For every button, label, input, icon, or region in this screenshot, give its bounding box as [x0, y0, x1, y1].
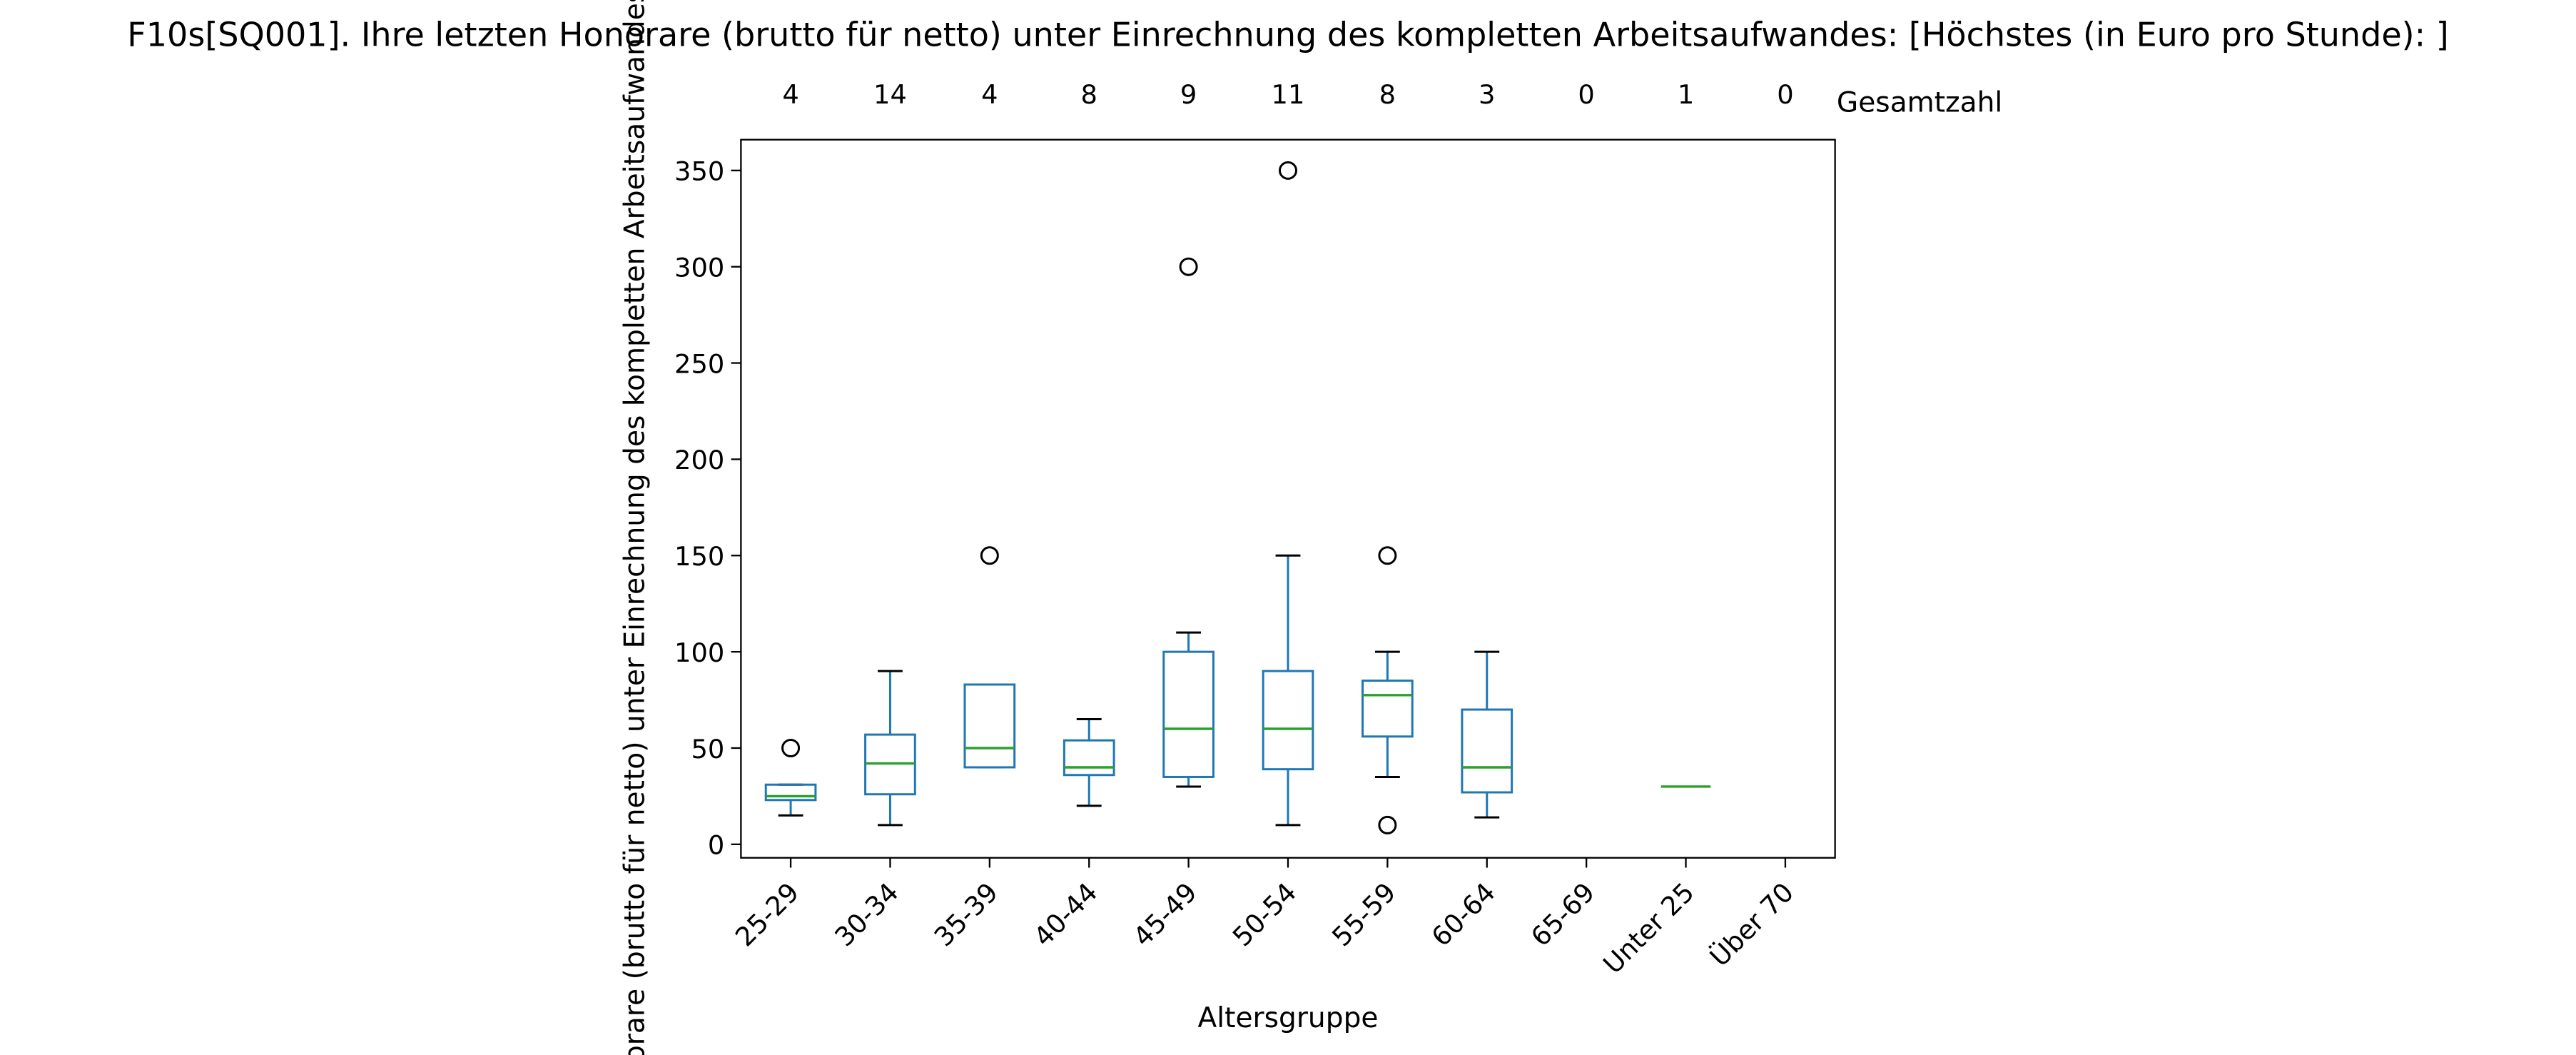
- y-tick-label: 100: [674, 637, 724, 668]
- y-tick-label: 250: [674, 348, 724, 379]
- count: 3: [1479, 79, 1495, 110]
- count: 0: [1777, 79, 1793, 110]
- count-label: Gesamtzahl: [1837, 87, 2002, 119]
- x-axis-label: Altersgruppe: [1198, 1002, 1379, 1034]
- box: [1262, 670, 1314, 771]
- box: [963, 683, 1016, 769]
- y-tick-label: 300: [674, 253, 724, 283]
- count: 4: [981, 79, 998, 110]
- y-axis-label: F10s[SQ001]. Ihre letzten Honorare (brut…: [619, 0, 651, 1055]
- flier: [980, 546, 999, 565]
- y-tick-label: 150: [674, 541, 724, 572]
- box: [1162, 650, 1215, 778]
- flier: [1378, 815, 1397, 834]
- flier: [781, 738, 801, 758]
- y-tick-label: 350: [674, 156, 724, 187]
- flier: [1378, 546, 1397, 565]
- box: [1461, 708, 1513, 794]
- box: [1361, 680, 1414, 738]
- chart-title: F10s[SQ001]. Ihre letzten Honorare (brut…: [127, 15, 2448, 54]
- count: 9: [1180, 79, 1197, 110]
- count: 8: [1379, 79, 1396, 110]
- count: 8: [1081, 79, 1097, 110]
- y-tick-label: 200: [674, 445, 724, 475]
- flier: [1179, 257, 1198, 276]
- count: 0: [1578, 79, 1594, 110]
- flier: [1278, 161, 1298, 180]
- y-tick-label: 0: [708, 830, 724, 861]
- box: [1063, 739, 1115, 777]
- count: 4: [782, 79, 798, 110]
- y-tick-label: 50: [691, 734, 724, 764]
- count: 14: [873, 79, 907, 110]
- box: [764, 783, 817, 802]
- count: 1: [1678, 79, 1694, 110]
- count: 11: [1272, 79, 1305, 110]
